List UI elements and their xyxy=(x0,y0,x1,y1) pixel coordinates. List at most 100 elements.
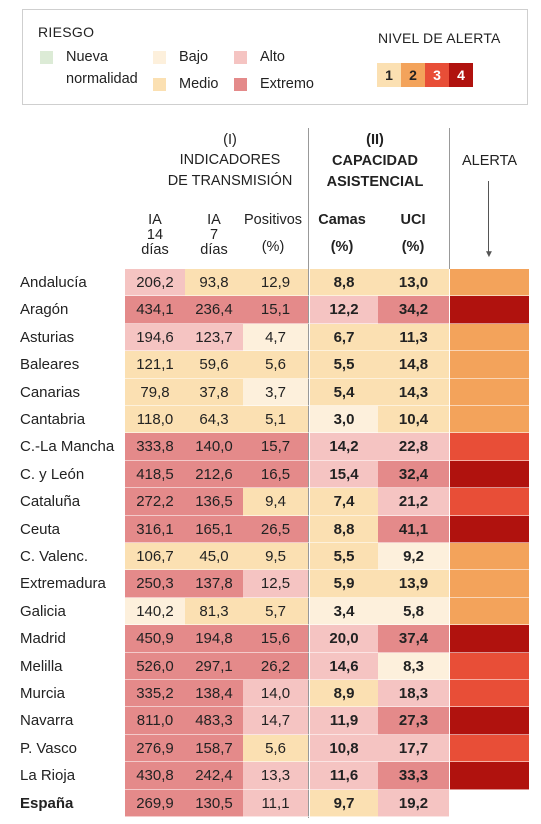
table-row: Extremadura 250,3 137,8 12,5 5,9 13,9 xyxy=(0,570,541,598)
cell-alert xyxy=(450,296,529,324)
col-uci-l1: UCI xyxy=(400,212,426,228)
cell-camas: 8,8 xyxy=(310,269,378,297)
row-name: Ceuta xyxy=(20,520,61,538)
row-name: Cantabria xyxy=(20,411,86,428)
row-name: Galicia xyxy=(20,602,66,620)
col-camas-l1: Camas xyxy=(318,212,366,228)
alert-level-3: 3 xyxy=(425,63,449,87)
legend-swatch-extremo xyxy=(234,78,247,91)
alert-arrow-head-icon: ▼ xyxy=(484,249,494,260)
cell-uci: 34,2 xyxy=(378,296,449,324)
cell-positivos: 13,3 xyxy=(243,762,308,790)
legend-swatch-medio xyxy=(153,78,166,91)
cell-ia14: 811,0 xyxy=(125,707,185,735)
row-name: Cataluña xyxy=(20,493,81,511)
cell-uci: 13,9 xyxy=(378,570,449,598)
cell-ia7: 483,3 xyxy=(185,707,243,735)
row-name: C. y León xyxy=(20,465,85,483)
row-name: P. Vasco xyxy=(20,739,77,757)
table-row: C. Valenc. 106,7 45,0 9,5 5,5 9,2 xyxy=(0,543,541,571)
cell-ia7: 59,6 xyxy=(185,351,243,379)
col-ia7-l2: 7 xyxy=(209,227,219,243)
alert-level-4: 4 xyxy=(449,63,473,87)
cell-uci: 32,4 xyxy=(378,460,449,489)
row-separator xyxy=(125,815,529,817)
cell-ia7: 297,1 xyxy=(185,652,243,680)
cell-alert xyxy=(450,570,529,598)
cell-uci: 41,1 xyxy=(378,515,449,543)
alert-level-2: 2 xyxy=(401,63,425,87)
cell-camas: 5,4 xyxy=(310,378,378,406)
cell-camas: 5,9 xyxy=(310,570,378,598)
cell-ia14: 140,2 xyxy=(125,597,185,626)
cell-ia14: 79,8 xyxy=(125,378,185,406)
table-row: Asturias 194,6 123,7 4,7 6,7 11,3 xyxy=(0,323,541,352)
cell-alert xyxy=(450,625,529,653)
cell-positivos: 15,7 xyxy=(243,433,308,461)
row-separator xyxy=(125,432,529,434)
alert-column-title: ALERTA xyxy=(461,153,518,169)
row-name: Navarra xyxy=(20,712,74,730)
row-name: Aragón xyxy=(20,301,69,319)
col-uci-l2: (%) xyxy=(401,239,425,255)
col-ia14-l2: 14 xyxy=(146,227,164,243)
row-name: España xyxy=(20,794,74,812)
row-separator xyxy=(125,678,529,680)
cell-positivos: 3,7 xyxy=(243,378,308,406)
cell-alert xyxy=(450,762,529,790)
legend-label-medio: Medio xyxy=(179,76,219,92)
table-row: C.-La Mancha 333,8 140,0 15,7 14,2 22,8 xyxy=(0,433,541,461)
cell-ia7: 64,3 xyxy=(185,406,243,434)
row-separator xyxy=(125,404,529,406)
group-divider-line xyxy=(308,128,309,818)
group1-number: (I) xyxy=(223,132,237,148)
cell-positivos: 12,5 xyxy=(243,570,308,598)
cell-positivos: 11,1 xyxy=(243,789,308,817)
table-row: Canarias 79,8 37,8 3,7 5,4 14,3 xyxy=(0,378,541,406)
cell-alert xyxy=(450,707,529,735)
legend-label-extremo: Extremo xyxy=(260,76,314,92)
cell-ia14: 316,1 xyxy=(125,515,185,543)
col-ia14-l3: días xyxy=(141,242,169,258)
alert-arrow-line xyxy=(488,181,489,253)
cell-camas: 9,7 xyxy=(310,789,378,817)
table-row: Melilla 526,0 297,1 26,2 14,6 8,3 xyxy=(0,652,541,680)
col-pos-l1: Positivos xyxy=(243,212,303,228)
row-name: Asturias xyxy=(20,328,75,346)
table-row: La Rioja 430,8 242,4 13,3 11,6 33,3 xyxy=(0,762,541,790)
legend-riesgo-title: RIESGO xyxy=(38,24,95,40)
cell-uci: 18,3 xyxy=(378,680,449,708)
group1-title-line2: DE TRANSMISIÓN xyxy=(167,173,293,189)
cell-uci: 14,8 xyxy=(378,351,449,379)
cell-camas: 11,9 xyxy=(310,707,378,735)
cell-camas: 10,8 xyxy=(310,734,378,763)
row-separator xyxy=(125,624,529,626)
cell-camas: 11,6 xyxy=(310,762,378,790)
cell-alert xyxy=(450,652,529,680)
cell-uci: 11,3 xyxy=(378,323,449,352)
cell-camas: 8,8 xyxy=(310,515,378,543)
table-row: Murcia 335,2 138,4 14,0 8,9 18,3 xyxy=(0,680,541,708)
table-row: Cantabria 118,0 64,3 5,1 3,0 10,4 xyxy=(0,406,541,434)
cell-positivos: 15,6 xyxy=(243,625,308,653)
cell-camas: 3,4 xyxy=(310,597,378,626)
cell-ia7: 81,3 xyxy=(185,597,243,626)
cell-uci: 37,4 xyxy=(378,625,449,653)
row-name: Canarias xyxy=(20,383,81,401)
cell-uci: 8,3 xyxy=(378,652,449,680)
cell-uci: 27,3 xyxy=(378,707,449,735)
cell-ia14: 418,5 xyxy=(125,460,185,489)
row-separator xyxy=(125,733,529,735)
cell-camas: 20,0 xyxy=(310,625,378,653)
table-row: P. Vasco 276,9 158,7 5,6 10,8 17,7 xyxy=(0,734,541,763)
cell-ia7: 194,8 xyxy=(185,625,243,653)
group2-number: (II) xyxy=(366,132,384,148)
cell-ia7: 130,5 xyxy=(185,789,243,817)
cell-ia14: 194,6 xyxy=(125,323,185,352)
legend-label-normalidad: normalidad xyxy=(66,71,138,87)
group1-title-line1: INDICADORES xyxy=(179,152,281,168)
cell-ia14: 206,2 xyxy=(125,269,185,297)
cell-positivos: 14,7 xyxy=(243,707,308,735)
row-name: C. Valenc. xyxy=(20,548,89,565)
cell-ia14: 250,3 xyxy=(125,570,185,598)
